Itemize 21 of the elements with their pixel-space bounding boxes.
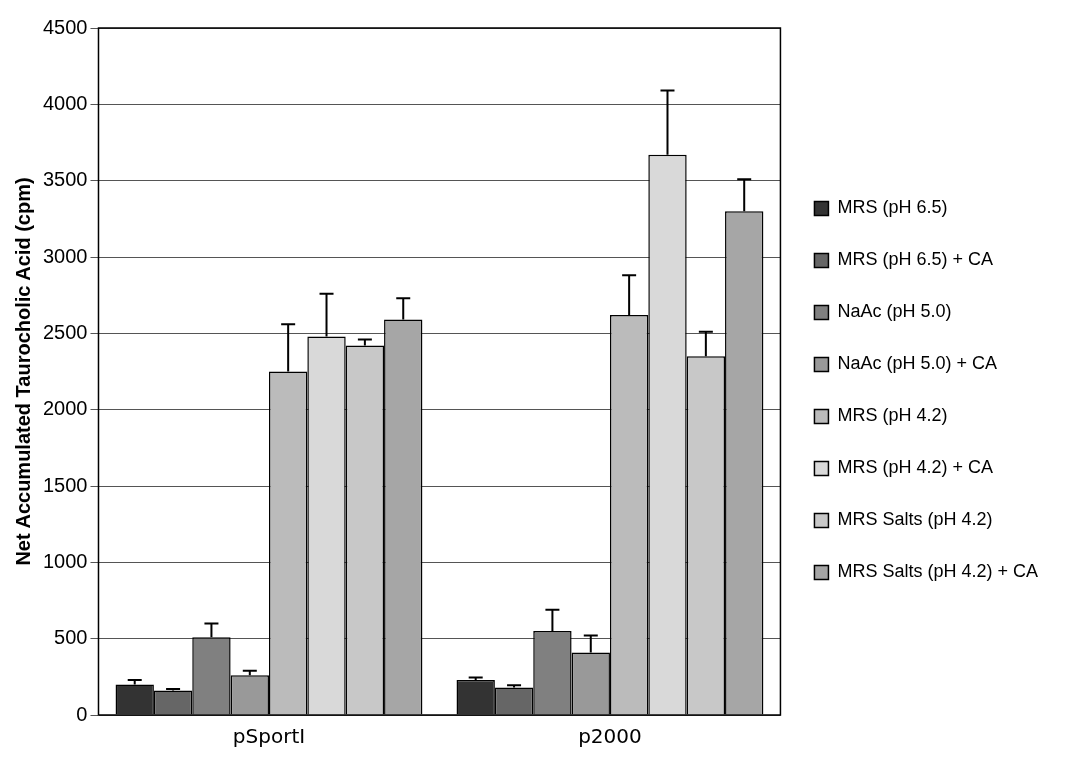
y-tick-label: 3000: [42, 244, 88, 267]
y-tick-label: 0: [76, 702, 88, 725]
legend-label: MRS Salts (pH 4.2): [837, 509, 993, 530]
y-tick-label: 2500: [42, 320, 88, 343]
y-tick-label: 1500: [42, 473, 88, 496]
y-tick-label: 4500: [42, 15, 88, 38]
legend-label: MRS Salts (pH 4.2) + CA: [837, 561, 1038, 582]
legend-label: NaAc (pH 5.0) + CA: [837, 353, 997, 374]
y-tick-label: 3500: [42, 168, 88, 191]
legend-label: MRS (pH 6.5) + CA: [837, 249, 993, 270]
legend-label: MRS (pH 4.2) + CA: [837, 457, 993, 478]
y-tick-label: 1000: [42, 549, 88, 572]
legend-label: MRS (pH 4.2): [837, 405, 948, 426]
y-tick-label: 2000: [42, 397, 88, 420]
y-tick-label: 4000: [42, 91, 88, 114]
y-tick-label: 500: [54, 626, 88, 649]
x-tick-label: pSportI: [232, 724, 306, 749]
x-tick-label: p2000: [578, 724, 642, 749]
legend-label: MRS (pH 6.5): [837, 197, 948, 218]
legend-label: NaAc (pH 5.0): [837, 301, 952, 322]
y-axis-title: Net Accumulated Taurocholic Acid (cpm): [11, 177, 34, 566]
